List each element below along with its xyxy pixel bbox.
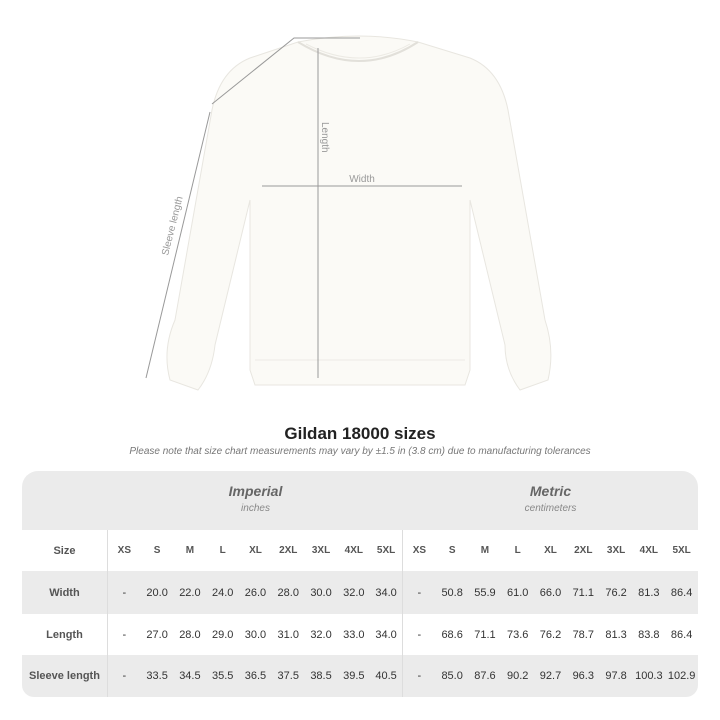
imperial-unit: inches	[241, 503, 270, 514]
row-label: Length	[22, 614, 108, 655]
size-header-cell: 4XL	[639, 545, 659, 556]
metric-title: Metric	[529, 483, 572, 499]
metric-cell: -	[417, 586, 422, 599]
row-label: Sleeve length	[22, 655, 108, 697]
size-header-row: Size XS S M L XL 2XL 3XL 4XL 5XL XS S M L XL 2XL 3XL 4XL 5…	[22, 530, 698, 571]
tolerance-note: Please note that size chart measurements…	[129, 446, 591, 457]
size-header-cell: L	[514, 545, 521, 556]
metric-cell: 83.8	[638, 628, 660, 641]
table-row: Width - 20.0 22.0 24.0 26.0 28.0 30.0 32.0 34.0 - 5…	[22, 571, 698, 614]
size-header-cell: 2XL	[574, 545, 593, 556]
metric-cell: 50.8	[441, 586, 463, 599]
row-label: Width	[22, 571, 108, 614]
imperial-cell: 26.0	[244, 586, 267, 599]
size-table: Imperial inches Metric centimeters Size X…	[22, 471, 698, 697]
size-header-cell: L	[219, 545, 226, 556]
width-label: Width	[349, 174, 375, 185]
imperial-cell: 35.5	[211, 670, 234, 682]
size-header-cell: 5XL	[672, 545, 691, 556]
imperial-cell: 40.5	[370, 655, 403, 697]
size-header-cell: 5XL	[370, 530, 403, 571]
metric-cell: 76.2	[539, 628, 562, 641]
metric-cell: 61.0	[507, 586, 529, 599]
imperial-cell: 37.5	[277, 670, 299, 682]
imperial-cell: 32.0	[310, 628, 332, 641]
metric-unit: centimeters	[524, 503, 577, 514]
size-header-cell: M	[185, 545, 195, 556]
measure-lines	[145, 37, 462, 379]
imperial-cell: 28.0	[179, 628, 201, 641]
size-header-cell: XL	[544, 545, 557, 556]
sweatshirt-image	[166, 35, 552, 391]
size-header-cell: 3XL	[606, 545, 626, 556]
imperial-cell: 32.0	[343, 586, 365, 599]
table-row: Length - 27.0 28.0 29.0 30.0 31.0 32.0 33.0 34.0 -…	[22, 614, 698, 655]
imperial-cell: 22.0	[179, 586, 201, 599]
imperial-group: Imperial inches	[108, 483, 403, 514]
size-header-cell: S	[448, 545, 456, 556]
size-header-cell: XL	[249, 545, 262, 556]
imperial-cell: 30.0	[310, 586, 332, 599]
imperial-cell: 38.5	[310, 670, 332, 682]
metric-cell: 97.8	[605, 670, 627, 682]
table-header: Imperial inches Metric centimeters	[22, 471, 698, 530]
size-header-cell: 3XL	[311, 545, 331, 556]
imperial-cell: -	[122, 628, 127, 641]
size-header-cell: 4XL	[344, 545, 363, 556]
metric-cell: 100.3	[635, 670, 663, 682]
imperial-cell: -	[122, 670, 127, 682]
metric-cell: 78.7	[572, 628, 594, 641]
metric-cell: -	[417, 628, 422, 641]
size-header-cell: S	[153, 545, 161, 556]
table-row: Sleeve length - 33.5 34.5 35.5 36.5 37.5 38.5 39…	[22, 655, 698, 697]
imperial-cell: 33.5	[146, 670, 168, 682]
length-label: Length	[319, 122, 330, 153]
imperial-cell: 36.5	[244, 670, 267, 682]
imperial-cell: 29.0	[211, 628, 234, 641]
metric-cell: 85.0	[441, 670, 463, 682]
imperial-cell: 31.0	[277, 628, 299, 641]
metric-group: Metric centimeters	[403, 483, 698, 514]
imperial-cell: 27.0	[146, 628, 168, 641]
imperial-cell: 33.0	[343, 628, 365, 641]
imperial-cell: 30.0	[244, 628, 267, 641]
imperial-cell: 34.0	[370, 614, 403, 655]
metric-cell: 87.6	[474, 670, 496, 682]
metric-cell: 55.9	[474, 586, 496, 599]
metric-cell: 90.2	[507, 670, 529, 682]
size-header-cell: 2XL	[279, 545, 298, 556]
imperial-cell: 24.0	[211, 586, 234, 599]
row-label: Size	[22, 530, 108, 571]
metric-cell: 71.1	[572, 586, 594, 599]
page-title: Gildan 18000 sizes	[284, 424, 436, 443]
imperial-cell: 34.5	[179, 670, 201, 682]
imperial-cell: 39.5	[343, 670, 365, 682]
metric-cell: 66.0	[539, 586, 562, 599]
metric-cell: 86.4	[670, 586, 693, 599]
sweatshirt-diagram: Length Width Sleeve length	[145, 35, 552, 391]
metric-cell: -	[417, 670, 422, 682]
imperial-cell: 20.0	[146, 586, 168, 599]
metric-cell: 71.1	[474, 628, 496, 641]
metric-cell: 73.6	[507, 628, 529, 641]
size-header-cell: XS	[117, 545, 132, 556]
metric-cell: 86.4	[670, 628, 693, 641]
metric-cell: 102.9	[667, 670, 696, 682]
metric-cell: 81.3	[638, 586, 660, 599]
imperial-cell: -	[122, 586, 127, 599]
size-header-cell: M	[480, 545, 490, 556]
imperial-cell: 28.0	[277, 586, 299, 599]
size-header-cell: XS	[412, 545, 427, 556]
metric-cell: 92.7	[539, 670, 562, 682]
metric-cell: 96.3	[572, 670, 594, 682]
metric-cell: 76.2	[605, 586, 627, 599]
imperial-title: Imperial	[228, 483, 283, 499]
sleeve-length-label: Sleeve length	[160, 195, 185, 256]
metric-cell: 68.6	[441, 628, 463, 641]
imperial-cell: 34.0	[370, 571, 403, 614]
metric-cell: 81.3	[605, 628, 627, 641]
